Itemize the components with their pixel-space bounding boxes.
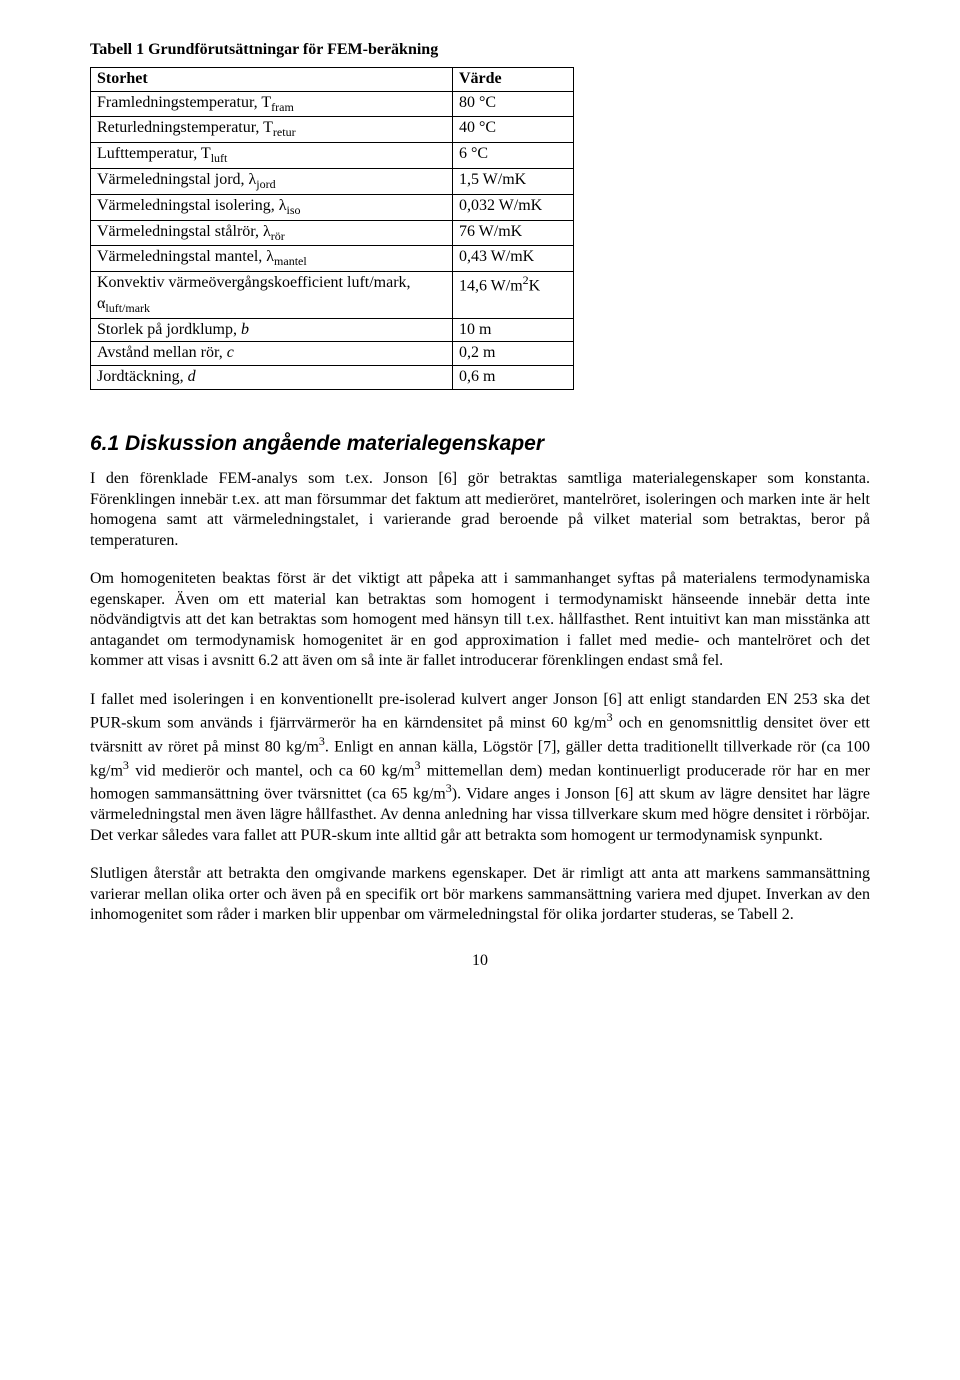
param-cell: Storlek på jordklump, b [91, 318, 453, 342]
table-row: Storlek på jordklump, b 10 m [91, 318, 574, 342]
param-cell: Jordtäckning, d [91, 366, 453, 390]
body-paragraph-3: I fallet med isoleringen i en konvention… [90, 690, 870, 847]
table-row: Lufttemperatur, Tluft 6 °C [91, 143, 574, 169]
value-cell: 1,5 W/mK [452, 168, 573, 194]
section-heading: 6.1 Diskussion angående materialegenskap… [90, 430, 870, 457]
table-row: Värmeledningstal jord, λjord 1,5 W/mK [91, 168, 574, 194]
parameters-table: Storhet Värde Framledningstemperatur, Tf… [90, 67, 574, 390]
table-row: Jordtäckning, d 0,6 m [91, 366, 574, 390]
body-paragraph-4: Slutligen återstår att betrakta den omgi… [90, 864, 870, 925]
table-row: Framledningstemperatur, Tfram 80 °C [91, 91, 574, 117]
table-row: Returledningstemperatur, Tretur 40 °C [91, 117, 574, 143]
value-cell: 10 m [452, 318, 573, 342]
param-cell: Returledningstemperatur, Tretur [91, 117, 453, 143]
param-cell: Avstånd mellan rör, c [91, 342, 453, 366]
table-row: Värmeledningstal stålrör, λrör 76 W/mK [91, 220, 574, 246]
value-cell: 76 W/mK [452, 220, 573, 246]
table-header-col1: Storhet [91, 67, 453, 91]
table-header-row: Storhet Värde [91, 67, 574, 91]
table-row: Konvektiv värmeövergångskoefficient luft… [91, 272, 574, 319]
param-cell: Konvektiv värmeövergångskoefficient luft… [91, 272, 453, 319]
value-cell: 0,6 m [452, 366, 573, 390]
body-paragraph-2: Om homogeniteten beaktas först är det vi… [90, 569, 870, 671]
param-cell: Värmeledningstal jord, λjord [91, 168, 453, 194]
param-cell: Lufttemperatur, Tluft [91, 143, 453, 169]
param-cell: Värmeledningstal stålrör, λrör [91, 220, 453, 246]
value-cell: 0,2 m [452, 342, 573, 366]
value-cell: 40 °C [452, 117, 573, 143]
value-cell: 80 °C [452, 91, 573, 117]
value-cell: 0,43 W/mK [452, 246, 573, 272]
table-header-col2: Värde [452, 67, 573, 91]
table-row: Värmeledningstal mantel, λmantel 0,43 W/… [91, 246, 574, 272]
param-cell: Värmeledningstal isolering, λiso [91, 194, 453, 220]
table-row: Värmeledningstal isolering, λiso 0,032 W… [91, 194, 574, 220]
param-cell: Framledningstemperatur, Tfram [91, 91, 453, 117]
page-number: 10 [90, 951, 870, 972]
value-cell: 14,6 W/m2K [452, 272, 573, 319]
table-row: Avstånd mellan rör, c 0,2 m [91, 342, 574, 366]
value-cell: 6 °C [452, 143, 573, 169]
value-cell: 0,032 W/mK [452, 194, 573, 220]
table-caption: Tabell 1 Grundförutsättningar för FEM-be… [90, 40, 870, 61]
body-paragraph-1: I den förenklade FEM-analys som t.ex. Jo… [90, 469, 870, 551]
param-cell: Värmeledningstal mantel, λmantel [91, 246, 453, 272]
